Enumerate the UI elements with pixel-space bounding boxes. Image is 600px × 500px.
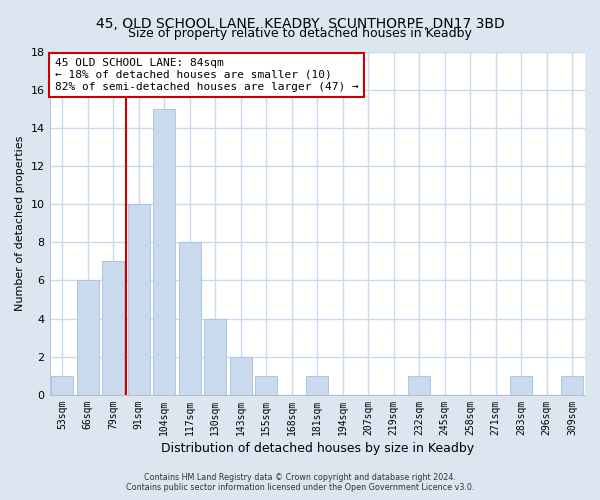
Bar	[511, 376, 532, 395]
Text: Size of property relative to detached houses in Keadby: Size of property relative to detached ho…	[128, 28, 472, 40]
Bar	[179, 242, 200, 395]
Bar	[205, 318, 226, 395]
Bar	[103, 262, 124, 395]
Bar	[77, 280, 98, 395]
Bar	[52, 376, 73, 395]
Bar	[307, 376, 328, 395]
Text: Contains HM Land Registry data © Crown copyright and database right 2024.
Contai: Contains HM Land Registry data © Crown c…	[126, 473, 474, 492]
Bar	[128, 204, 149, 395]
Bar	[230, 357, 251, 395]
Bar	[154, 108, 175, 395]
Bar	[256, 376, 277, 395]
X-axis label: Distribution of detached houses by size in Keadby: Distribution of detached houses by size …	[161, 442, 474, 455]
Bar	[562, 376, 583, 395]
Y-axis label: Number of detached properties: Number of detached properties	[15, 136, 25, 311]
Text: 45, OLD SCHOOL LANE, KEADBY, SCUNTHORPE, DN17 3BD: 45, OLD SCHOOL LANE, KEADBY, SCUNTHORPE,…	[95, 18, 505, 32]
Bar	[409, 376, 430, 395]
Text: 45 OLD SCHOOL LANE: 84sqm
← 18% of detached houses are smaller (10)
82% of semi-: 45 OLD SCHOOL LANE: 84sqm ← 18% of detac…	[55, 58, 359, 92]
